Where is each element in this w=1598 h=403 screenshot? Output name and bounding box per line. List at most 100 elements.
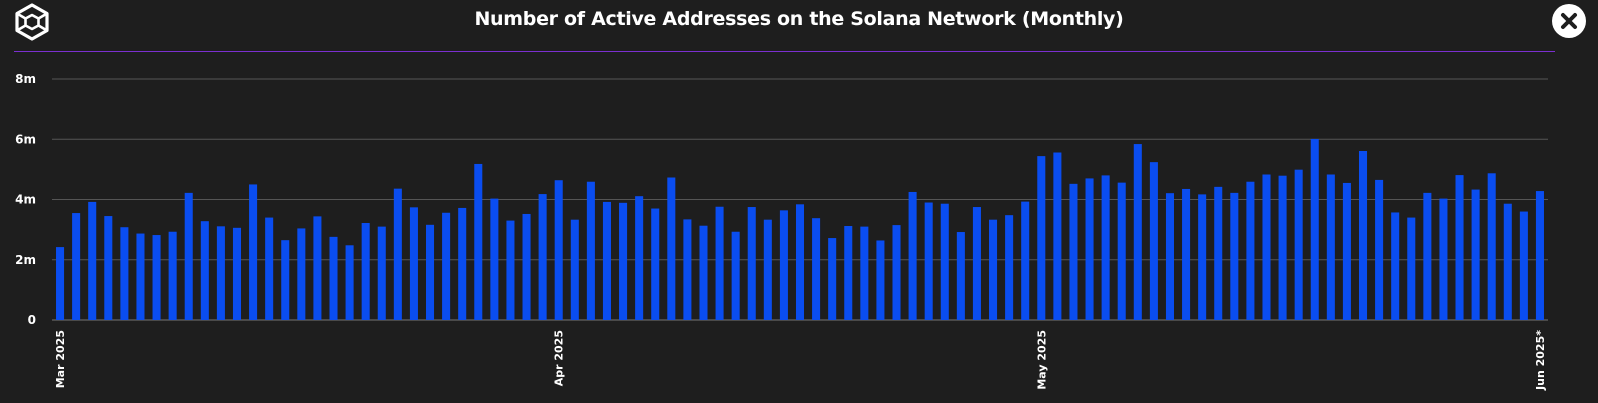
bar [1519, 211, 1528, 320]
bar [554, 180, 563, 320]
bar [1182, 188, 1191, 320]
bar [924, 202, 933, 320]
bar [1294, 169, 1303, 320]
bar [442, 212, 451, 320]
bar [1326, 174, 1335, 320]
bar [731, 231, 740, 320]
bar [1069, 183, 1078, 320]
bar [683, 219, 692, 320]
bar [667, 177, 676, 320]
bar [168, 231, 177, 320]
bar [1133, 144, 1142, 320]
bar [377, 226, 386, 320]
bar [249, 184, 258, 320]
bar [313, 216, 322, 320]
bar [699, 225, 708, 320]
bar [892, 225, 901, 320]
bar [88, 201, 97, 320]
bar [297, 228, 306, 320]
bar [956, 232, 965, 320]
bar [1149, 162, 1158, 320]
bar [136, 233, 145, 320]
x-tick-label: May 2025 [1035, 330, 1048, 390]
bar [860, 226, 869, 320]
bar [1503, 203, 1512, 320]
bar [828, 238, 837, 320]
bar [474, 163, 483, 320]
bar [329, 236, 338, 320]
bar [1423, 192, 1432, 320]
close-button[interactable] [1552, 4, 1586, 38]
bar [1085, 178, 1094, 320]
bar [651, 208, 660, 320]
x-tick-label: Mar 2025 [54, 330, 67, 388]
bar [1407, 217, 1416, 320]
bar [1021, 201, 1030, 320]
bar [1214, 186, 1223, 320]
bar [619, 202, 628, 320]
bar [635, 196, 644, 320]
bar [281, 240, 290, 320]
bar [56, 247, 65, 320]
bar [779, 210, 788, 320]
bar [747, 207, 756, 320]
bar [972, 207, 981, 320]
y-tick-label: 4m [15, 193, 36, 207]
bar [1278, 175, 1287, 320]
x-tick-label: Jun 2025* [1534, 330, 1547, 391]
y-tick-label: 6m [15, 132, 36, 146]
bar [908, 191, 917, 320]
bar [1005, 215, 1014, 320]
bar [570, 219, 579, 320]
bar [361, 222, 370, 320]
bar [232, 227, 242, 320]
bar [715, 206, 724, 320]
bar [844, 226, 853, 320]
bar [458, 207, 467, 320]
bar [763, 219, 772, 320]
bar [426, 224, 435, 320]
bar [345, 245, 354, 320]
bar [1198, 194, 1207, 320]
bar [989, 219, 998, 320]
bar [940, 203, 949, 320]
bar [1439, 198, 1448, 320]
bar [586, 181, 595, 320]
bar [72, 213, 81, 320]
bar [104, 216, 113, 320]
bar [1262, 174, 1271, 320]
bar [1117, 182, 1126, 320]
bar [1165, 193, 1174, 320]
bar [1342, 182, 1351, 320]
chart-title: Number of Active Addresses on the Solana… [474, 8, 1124, 30]
bar [120, 227, 129, 320]
bar [200, 221, 209, 320]
close-icon [1561, 13, 1577, 29]
y-tick-label: 8m [15, 72, 36, 86]
bar [152, 235, 161, 320]
bar [1535, 191, 1544, 320]
bar [812, 218, 821, 320]
bar [409, 207, 418, 320]
bar [393, 188, 402, 320]
bar [1310, 138, 1319, 320]
title-divider [14, 51, 1555, 52]
bar [522, 213, 531, 320]
bar [1391, 212, 1400, 320]
bar [1487, 173, 1496, 320]
bar [265, 217, 274, 320]
bar [1455, 175, 1464, 320]
bar [184, 192, 193, 320]
bar-chart: 0 2m 4m 6m 8m Mar 2025 Apr 2025 May 2025 Jun 202… [15, 72, 1548, 391]
bar [795, 204, 805, 320]
bar [1375, 179, 1384, 320]
bar [216, 226, 225, 320]
bar [506, 220, 515, 320]
bar [602, 201, 611, 320]
cube-logo-icon [12, 2, 52, 42]
bar [1101, 175, 1110, 320]
y-tick-label: 2m [15, 253, 36, 267]
bar [1053, 152, 1062, 320]
bar [1230, 192, 1239, 320]
